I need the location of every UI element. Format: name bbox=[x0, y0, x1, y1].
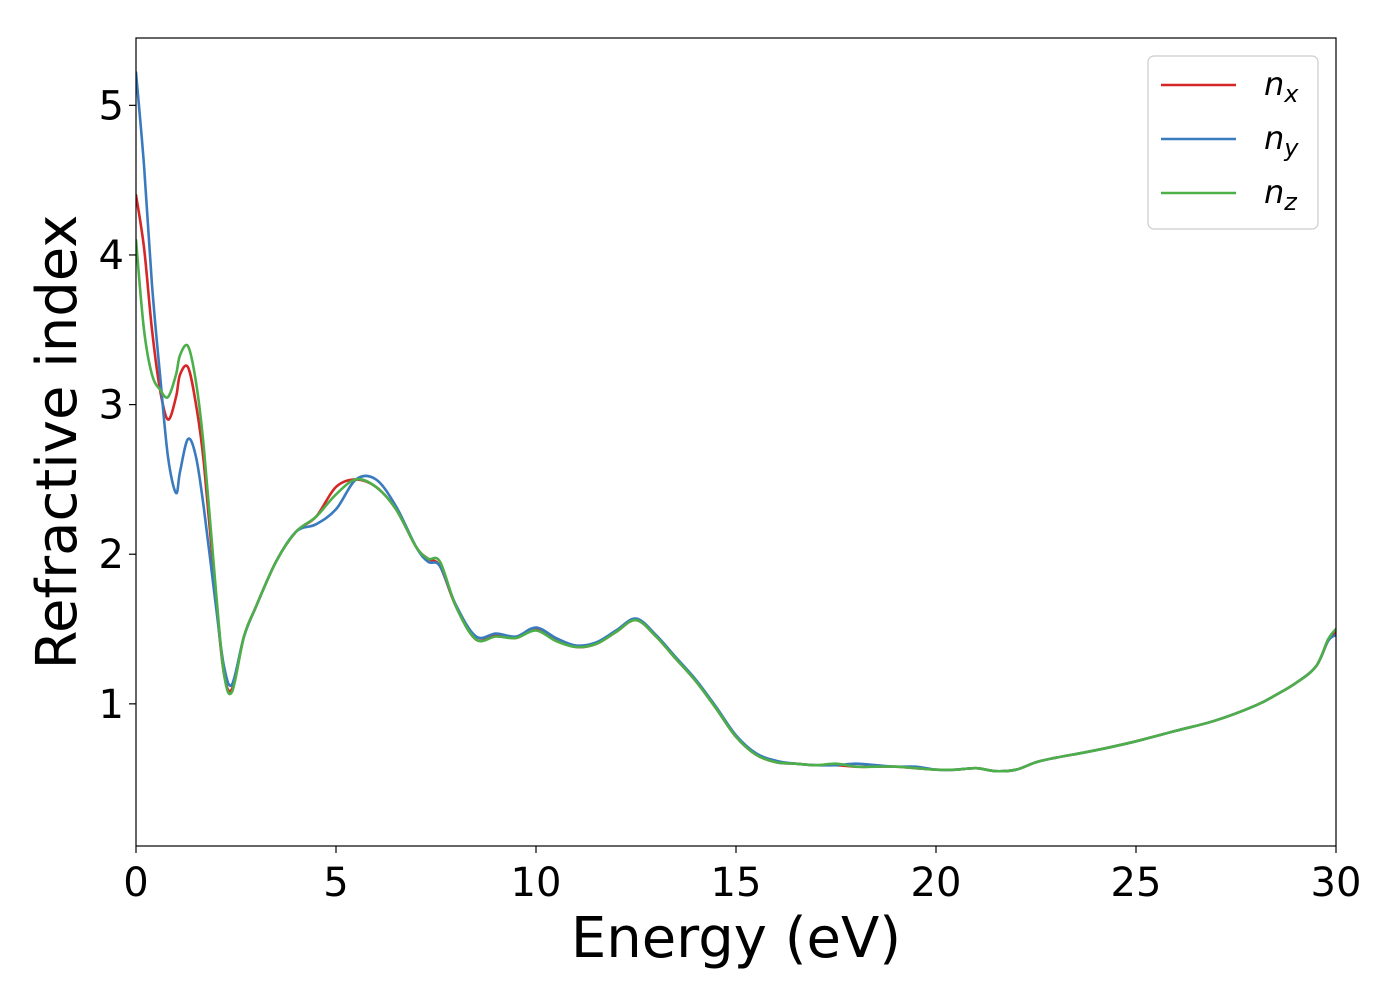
y-axis-label: Refractive index bbox=[25, 215, 90, 670]
y-tick-label: 3 bbox=[99, 383, 124, 429]
legend-label-sub: x bbox=[1283, 80, 1299, 108]
y-tick-label: 5 bbox=[99, 83, 124, 129]
legend-label-base: n bbox=[1264, 119, 1284, 157]
series-layer bbox=[136, 71, 1336, 773]
x-tick-label: 30 bbox=[1311, 860, 1362, 906]
y-tick-label: 4 bbox=[99, 233, 124, 279]
y-tick-label: 1 bbox=[99, 682, 124, 728]
y-axis-ticks: 1 2 3 4 5 bbox=[99, 83, 136, 728]
legend-label-sub: y bbox=[1283, 134, 1299, 162]
x-tick-label: 25 bbox=[1111, 860, 1162, 906]
x-axis-label: Energy (eV) bbox=[571, 906, 901, 971]
x-tick-label: 15 bbox=[711, 860, 762, 906]
x-tick-label: 5 bbox=[323, 860, 348, 906]
legend-label-z: nz bbox=[1264, 173, 1298, 216]
series-line-z bbox=[136, 238, 1336, 773]
series-line-x bbox=[136, 193, 1336, 773]
legend-label-base: n bbox=[1264, 173, 1284, 211]
legend-label-x: nx bbox=[1264, 65, 1299, 108]
legend-box bbox=[1147, 55, 1319, 230]
x-tick-label: 10 bbox=[511, 860, 562, 906]
y-tick-label: 2 bbox=[99, 532, 124, 578]
x-tick-label: 0 bbox=[123, 860, 148, 906]
legend-label-sub: z bbox=[1283, 188, 1298, 216]
x-tick-label: 20 bbox=[911, 860, 962, 906]
legend-label-y: ny bbox=[1264, 119, 1299, 162]
legend-label-base: n bbox=[1264, 65, 1284, 103]
x-axis-ticks: 0 5 10 15 20 25 30 bbox=[123, 846, 1361, 906]
